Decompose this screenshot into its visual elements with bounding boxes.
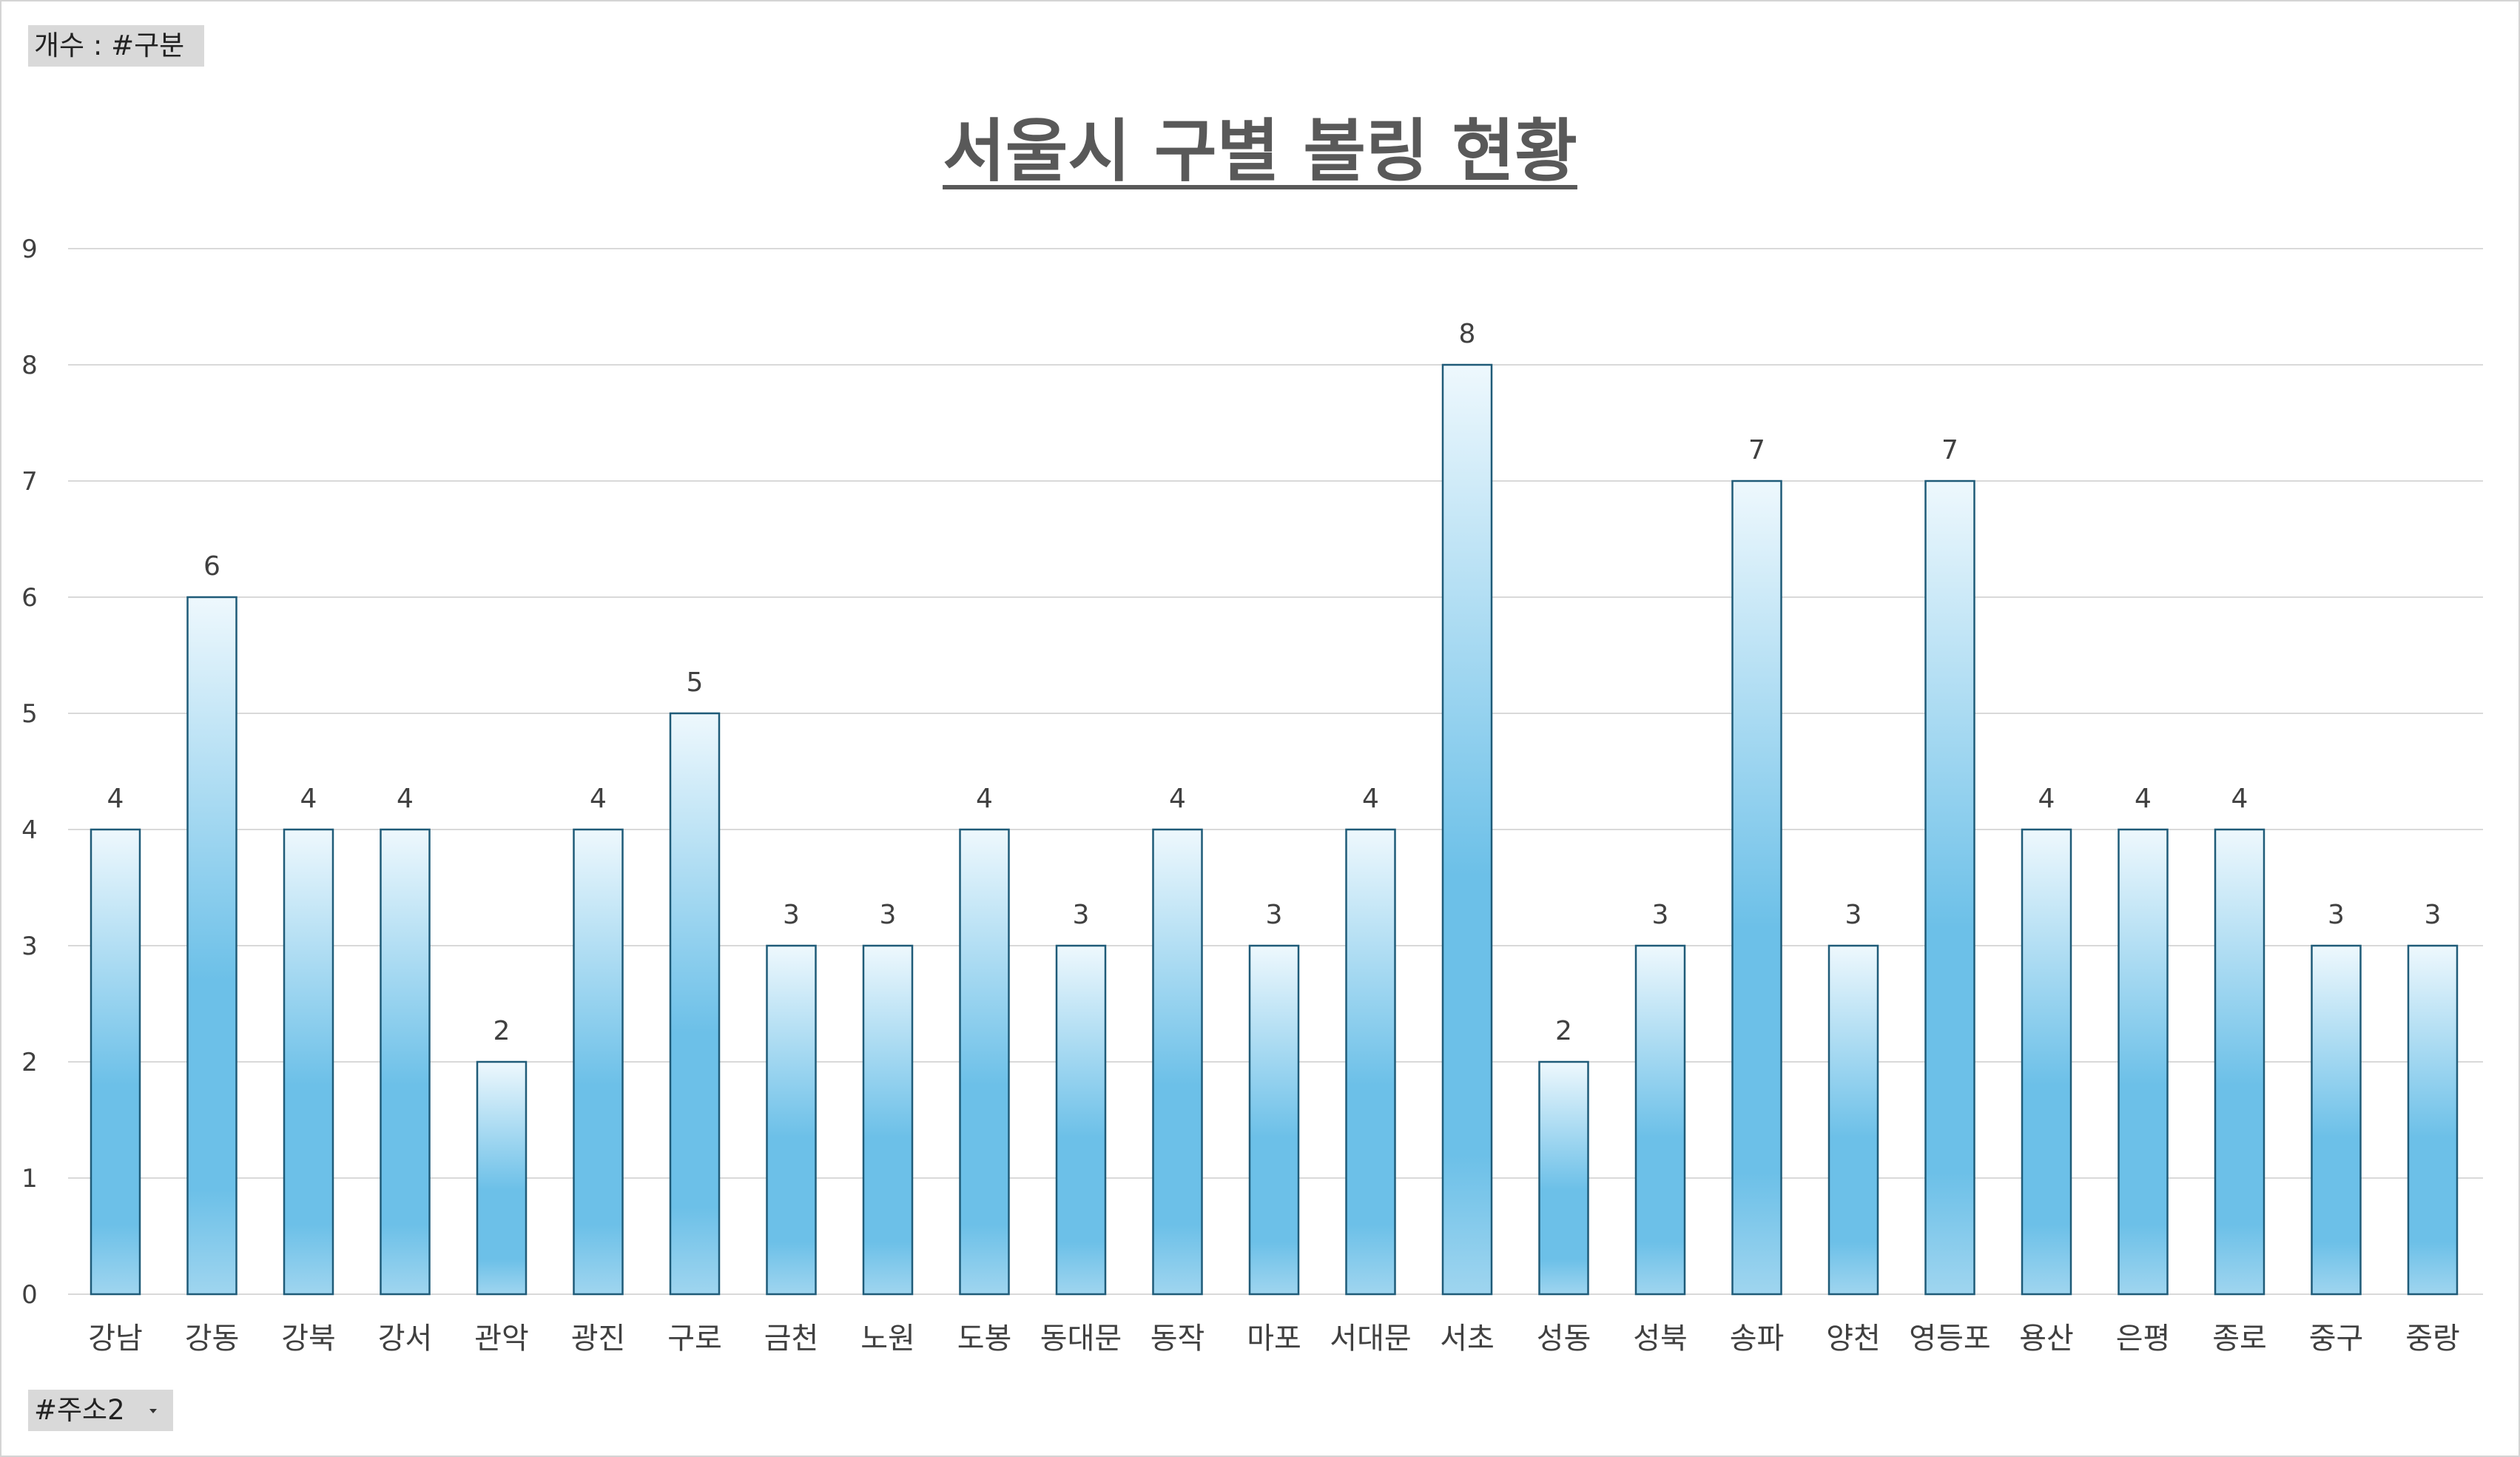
bar xyxy=(1731,480,1782,1296)
data-label: 4 xyxy=(107,784,124,814)
bar xyxy=(1827,944,1879,1296)
x-category-label: 도봉 xyxy=(957,1322,1012,1356)
bar xyxy=(186,596,237,1296)
pivot-value-field-label: 개수 : #구분 xyxy=(34,30,185,61)
y-tick-label: 8 xyxy=(21,351,38,380)
x-category-label: 중랑 xyxy=(2405,1322,2460,1356)
data-label: 6 xyxy=(203,551,220,582)
bar xyxy=(380,828,431,1296)
x-category-label: 은평 xyxy=(2116,1322,2171,1356)
data-label: 3 xyxy=(1652,900,1669,930)
x-axis-category-labels: 강남 강동 강북 강서 관악 광진 구로 금천 노원 도봉 동대문 동작 마포 서대문 서초 성동 성북 송파 양천… xyxy=(88,1322,2460,1356)
bar xyxy=(90,828,141,1296)
x-category-label: 강남 xyxy=(88,1322,143,1356)
y-tick-label: 9 xyxy=(21,235,38,264)
data-label: 4 xyxy=(2135,784,2152,814)
x-category-label: 관악 xyxy=(474,1322,529,1356)
bar xyxy=(669,712,721,1296)
x-category-label: 서대문 xyxy=(1330,1322,1411,1356)
bar xyxy=(1634,944,1686,1296)
x-category-label: 성동 xyxy=(1537,1322,1591,1356)
x-category-label: 광진 xyxy=(571,1322,626,1356)
data-label: 4 xyxy=(300,784,317,814)
x-category-label: 강서 xyxy=(378,1322,433,1356)
x-category-label: 강북 xyxy=(281,1322,336,1356)
x-category-label: 구로 xyxy=(667,1322,722,1356)
x-category-label: 용산 xyxy=(2019,1322,2074,1356)
y-tick-label: 5 xyxy=(21,699,38,729)
data-label: 4 xyxy=(1362,784,1379,814)
data-label: 3 xyxy=(1845,900,1862,930)
y-axis-tick-labels: 0 1 2 3 4 5 6 7 8 9 xyxy=(21,235,38,1310)
x-category-label: 강동 xyxy=(185,1322,240,1356)
bar xyxy=(1055,944,1107,1296)
data-label: 2 xyxy=(493,1016,511,1046)
data-label: 4 xyxy=(976,784,993,814)
y-tick-label: 3 xyxy=(21,932,38,961)
x-category-label: 성북 xyxy=(1633,1322,1688,1356)
data-labels: 4 6 4 4 2 4 5 3 3 4 3 4 3 4 8 2 3 7 3 7 4 4 4 3 3 xyxy=(107,319,2442,1046)
data-label: 3 xyxy=(783,900,800,930)
pivot-axis-field-label: #주소2 xyxy=(34,1394,125,1426)
bar xyxy=(2407,944,2459,1296)
x-category-label: 노원 xyxy=(860,1322,915,1356)
data-label: 3 xyxy=(2328,900,2345,930)
bar xyxy=(2214,828,2265,1296)
y-tick-label: 7 xyxy=(21,467,38,497)
data-label: 4 xyxy=(397,784,414,814)
data-label: 7 xyxy=(1941,435,1958,465)
bar xyxy=(2118,828,2169,1296)
y-tick-label: 0 xyxy=(21,1280,38,1310)
data-label: 4 xyxy=(2038,784,2055,814)
y-tick-label: 1 xyxy=(21,1164,38,1194)
bar xyxy=(1924,480,1975,1296)
bar xyxy=(1441,363,1493,1296)
x-category-label: 영등포 xyxy=(1909,1322,1990,1356)
pivot-value-field-button[interactable]: 개수 : #구분 xyxy=(28,25,204,67)
bar xyxy=(573,828,624,1296)
data-label: 3 xyxy=(2425,900,2442,930)
data-label: 4 xyxy=(590,784,607,814)
x-category-label: 종로 xyxy=(2212,1322,2267,1356)
data-label: 4 xyxy=(1169,784,1186,814)
bars xyxy=(90,363,2459,1296)
bar xyxy=(1248,944,1300,1296)
x-category-label: 동대문 xyxy=(1040,1322,1122,1356)
chart-title: 서울시 구별 볼링 현황 xyxy=(943,112,1577,191)
bar xyxy=(862,944,914,1296)
data-label: 2 xyxy=(1555,1016,1572,1046)
dropdown-arrow-icon[interactable] xyxy=(149,1409,157,1413)
pivot-axis-field-button[interactable]: #주소2 xyxy=(28,1390,173,1431)
bar xyxy=(1152,828,1203,1296)
bar xyxy=(959,828,1010,1296)
data-label: 8 xyxy=(1459,319,1476,349)
bar xyxy=(283,828,334,1296)
y-tick-label: 6 xyxy=(21,583,38,613)
bar xyxy=(2021,828,2072,1296)
x-category-label: 서초 xyxy=(1440,1322,1495,1356)
bar xyxy=(1345,828,1396,1296)
data-label: 5 xyxy=(687,667,704,698)
x-category-label: 금천 xyxy=(764,1322,819,1356)
x-category-label: 중구 xyxy=(2309,1322,2364,1356)
x-category-label: 동작 xyxy=(1150,1322,1205,1356)
data-label: 4 xyxy=(2231,784,2248,814)
x-category-label: 송파 xyxy=(1730,1322,1785,1356)
data-label: 3 xyxy=(880,900,897,930)
bar xyxy=(2311,944,2362,1296)
y-tick-label: 4 xyxy=(21,815,38,845)
bar xyxy=(766,944,817,1296)
data-label: 3 xyxy=(1266,900,1283,930)
data-label: 3 xyxy=(1073,900,1090,930)
bar xyxy=(476,1060,528,1296)
bar xyxy=(1538,1060,1589,1296)
x-category-label: 마포 xyxy=(1247,1322,1301,1356)
x-category-label: 양천 xyxy=(1826,1322,1881,1356)
y-tick-label: 2 xyxy=(21,1048,38,1077)
data-label: 7 xyxy=(1748,435,1765,465)
